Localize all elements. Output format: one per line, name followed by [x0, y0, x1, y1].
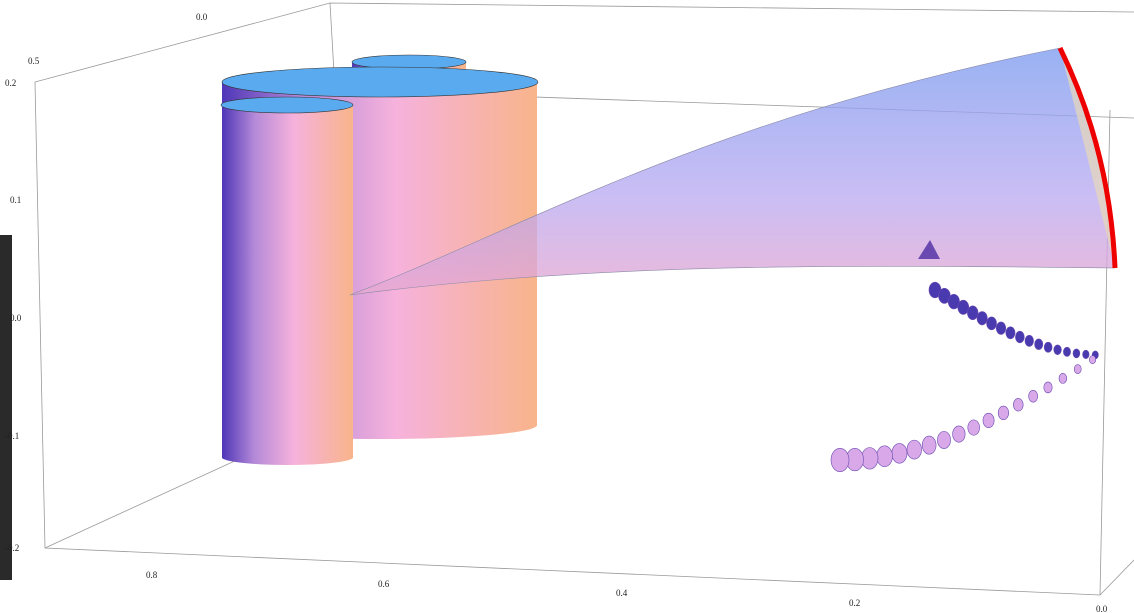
tick-label: 0.2: [5, 78, 16, 88]
side-bar: [0, 235, 12, 580]
tick-label: 0.6: [378, 579, 390, 589]
marker: [1073, 349, 1080, 358]
tick-label: 0.0: [1096, 604, 1108, 613]
marker: [937, 431, 950, 448]
marker: [998, 406, 1008, 420]
marker: [1029, 390, 1038, 402]
marker: [977, 312, 987, 325]
marker: [1089, 356, 1095, 364]
marker: [1013, 398, 1023, 411]
tick-label: 0.0: [10, 313, 22, 323]
marker: [953, 426, 966, 442]
marker: [1025, 335, 1034, 346]
marker: [1059, 373, 1067, 383]
tick-label: 0.2: [849, 598, 860, 608]
marker: [892, 443, 907, 463]
tick-label: 0.4: [616, 588, 628, 598]
marker: [1063, 347, 1070, 356]
marker: [967, 306, 978, 320]
marker: [1035, 339, 1043, 350]
tick-label: 0.5: [28, 56, 40, 66]
marker: [1054, 345, 1062, 355]
marker: [983, 413, 994, 427]
marker: [1044, 342, 1052, 352]
marker: [1074, 365, 1081, 374]
marker: [1015, 331, 1024, 343]
tick-label: 0.0: [196, 12, 208, 22]
tick-label: 0.8: [146, 570, 158, 580]
marker: [861, 448, 878, 470]
marker: [907, 440, 922, 459]
marker: [968, 420, 980, 435]
spiral-markers: [831, 282, 1098, 471]
marker: [922, 436, 936, 454]
tick-label: 0.1: [10, 195, 21, 205]
marker: [996, 322, 1006, 334]
marker: [1006, 327, 1015, 339]
marker: [987, 317, 997, 330]
marker: [1044, 382, 1052, 393]
tick-label: -0.2: [5, 543, 19, 553]
plot-3d: 0.2 0.1 0.0 -0.1 -0.2 0.8 0.6 0.4 0.2 0.…: [0, 0, 1134, 613]
marker: [877, 446, 893, 467]
marker: [1083, 350, 1090, 358]
tick-label: -0.1: [5, 431, 19, 441]
marker: [831, 448, 849, 471]
